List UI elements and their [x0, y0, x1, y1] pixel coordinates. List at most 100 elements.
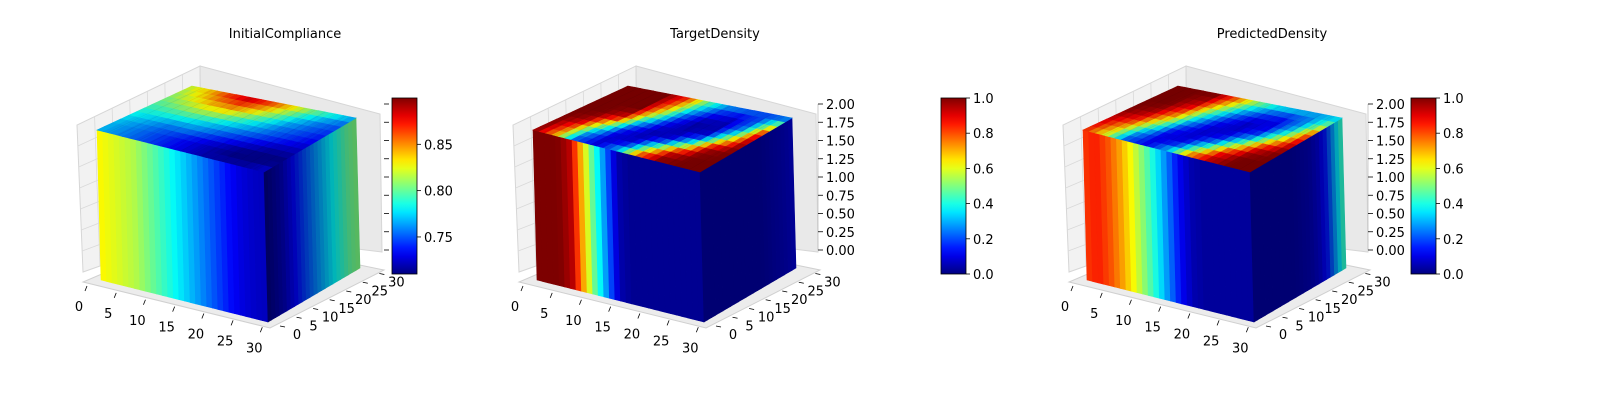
- colorbar-tick-label: 0.2: [973, 233, 994, 248]
- x-tick: [1129, 299, 1132, 305]
- z-tick-label: 0.75: [826, 189, 855, 204]
- colorbar-gradient: [940, 97, 967, 275]
- y-tick: [798, 281, 804, 284]
- x-tick: [84, 285, 88, 292]
- voxel-edge: [678, 113, 772, 168]
- x-tick-label: 0: [75, 300, 83, 315]
- y-tick: [1315, 299, 1321, 302]
- x-tick-label: 30: [1232, 341, 1249, 356]
- voxel-edge: [626, 103, 721, 154]
- y-tick: [1365, 273, 1371, 275]
- voxel-edge: [138, 93, 234, 141]
- front-face: [1082, 129, 1255, 323]
- x-tick-label: 10: [1115, 314, 1132, 329]
- voxel-edge: [1228, 113, 1322, 168]
- z-tick-label: 1.00: [1376, 171, 1405, 186]
- chart-title: PredictedDensity: [1217, 27, 1328, 42]
- front-face: [96, 129, 269, 323]
- right-face: [699, 117, 797, 323]
- y-tick-label: 5: [309, 319, 317, 334]
- x-tick-label: 25: [1203, 334, 1220, 349]
- x-tick: [666, 320, 670, 326]
- x-tick-label: 30: [246, 341, 263, 356]
- colorbar-tick-label: 0.6: [973, 162, 994, 177]
- z-tick-label: 0.50: [826, 208, 855, 223]
- colorbar-tick-label: 0.4: [1443, 198, 1464, 213]
- y-tick: [749, 308, 755, 310]
- z-tick-label: 0.25: [826, 226, 855, 241]
- voxel-edge: [1124, 93, 1220, 141]
- colorbar-tick-label: 1.0: [973, 92, 994, 107]
- y-tick-label: 15: [1324, 302, 1341, 317]
- x-tick-label: 0: [1061, 300, 1069, 315]
- x-tick: [608, 306, 612, 312]
- z-tick-label: 0.00: [826, 244, 855, 259]
- colorbar-tick-label: 0.2: [1443, 233, 1464, 248]
- z-tick-label: 0.50: [1376, 208, 1405, 223]
- x-tick-label: 25: [217, 334, 234, 349]
- voxel-edge: [1093, 87, 1189, 133]
- voxel-edge: [1145, 97, 1240, 147]
- voxel-edge: [543, 87, 639, 133]
- grid-line: [1080, 116, 1087, 267]
- y-tick: [732, 316, 738, 319]
- voxel-edge: [190, 103, 285, 154]
- voxel-edge: [595, 97, 690, 147]
- voxel-edge: [128, 91, 223, 139]
- x-tick: [230, 320, 234, 326]
- voxel-cell: [256, 165, 273, 173]
- y-tick-label: 0: [1279, 328, 1287, 343]
- chart-title: TargetDensity: [669, 27, 760, 42]
- voxel-edge: [232, 111, 326, 165]
- x-tick-label: 15: [158, 321, 175, 336]
- voxel-edge: [1114, 91, 1209, 139]
- colorbar-tick-label: 0.0: [1443, 268, 1464, 283]
- colorbar-gradient: [1410, 97, 1437, 275]
- y-tick: [346, 290, 352, 293]
- y-tick-label: 20: [355, 293, 372, 308]
- voxel-edge: [159, 97, 254, 147]
- colorbar-tick-label: 0.80: [424, 185, 453, 200]
- y-tick: [379, 273, 385, 275]
- z-tick-label: 1.50: [826, 135, 855, 150]
- colorbar: 0.0 0.2 0.4 0.6 0.8 1.0: [1410, 92, 1464, 283]
- x-tick: [1187, 313, 1191, 319]
- voxel-edge: [1166, 101, 1261, 152]
- y-tick: [279, 325, 286, 328]
- voxel-edge: [242, 113, 336, 168]
- colorbar-tick-label: 0.8: [1443, 127, 1464, 142]
- y-tick-label: 5: [745, 319, 753, 334]
- grid-line: [94, 116, 101, 267]
- y-tick: [1332, 290, 1338, 293]
- y-tick-label: 30: [388, 276, 405, 291]
- x-tick: [520, 285, 524, 292]
- voxel-edge: [222, 109, 316, 162]
- y-tick: [329, 299, 335, 302]
- x-tick: [201, 313, 205, 319]
- x-tick: [1245, 327, 1249, 333]
- x-tick-label: 20: [188, 328, 205, 343]
- voxel-edge: [107, 87, 203, 133]
- x-tick: [113, 292, 117, 299]
- voxel-cell: [692, 165, 709, 173]
- y-tick-label: 10: [758, 311, 775, 326]
- x-tick: [1158, 306, 1162, 312]
- x-tick-label: 5: [104, 307, 112, 322]
- voxel-edge: [553, 89, 649, 136]
- voxel-edge: [637, 105, 731, 157]
- y-tick-label: 15: [338, 302, 355, 317]
- x-tick: [549, 292, 553, 299]
- x-tick: [1099, 292, 1103, 299]
- colorbar-tick-label: 0.85: [424, 138, 453, 153]
- x-tick: [172, 306, 176, 312]
- y-tick-label: 20: [791, 293, 808, 308]
- voxel-edge: [1197, 107, 1291, 160]
- voxel-edge: [574, 93, 670, 141]
- y-tick-label: 25: [808, 284, 825, 299]
- x-tick-label: 15: [594, 321, 611, 336]
- y-tick: [1265, 325, 1272, 328]
- y-tick: [765, 299, 771, 302]
